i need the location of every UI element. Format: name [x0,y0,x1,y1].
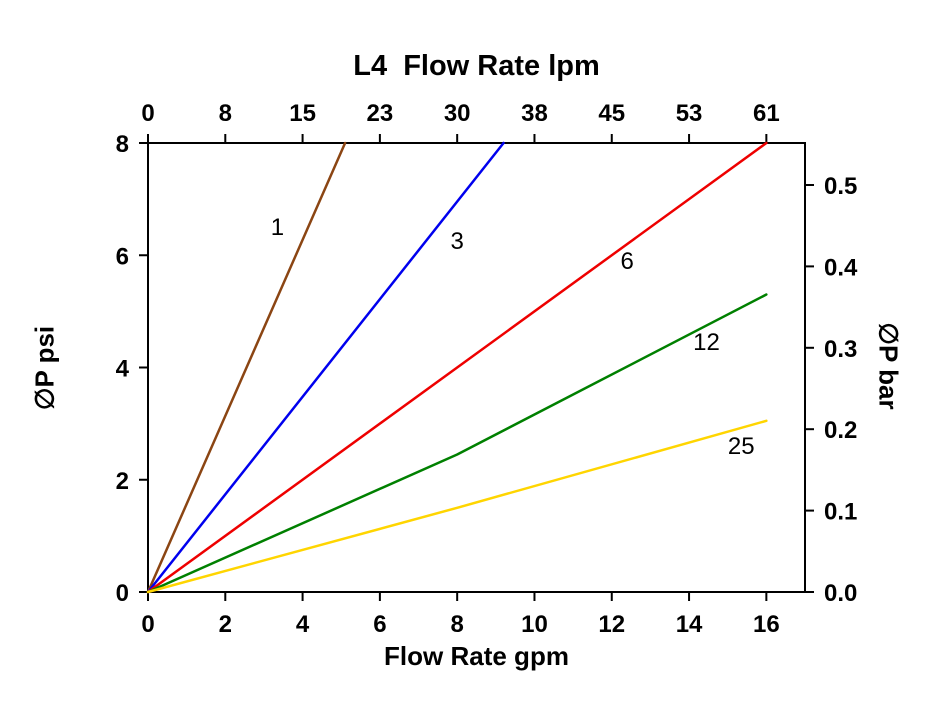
y-tick-right-label: 0.2 [824,417,857,444]
top-tick-label: 38 [521,100,548,127]
x-tick-label: 10 [521,611,548,638]
series-label-6: 6 [621,248,634,275]
series-line-6 [146,141,768,594]
series-label-3: 3 [450,228,463,255]
top-tick-label: 61 [753,100,780,127]
x-tick-label: 6 [373,611,386,638]
x-axis-title: Flow Rate gpm [384,641,569,671]
top-tick-label: 45 [598,100,625,127]
x-tick-label: 4 [296,611,310,638]
y-tick-left-label: 2 [116,468,129,495]
x-tick-label: 16 [753,611,780,638]
top-tick-label: 8 [219,100,232,127]
series-line-12 [146,293,768,594]
y-tick-right-label: 0.0 [824,580,857,607]
y-tick-left-label: 4 [116,356,130,383]
x-tick-label: 14 [676,611,703,638]
series-label-25: 25 [728,433,755,460]
y-tick-left-label: 8 [116,131,129,158]
y-tick-right-label: 0.5 [824,173,857,200]
series-line-25 [146,419,768,594]
series-line-3 [146,141,505,594]
series-label-12: 12 [693,329,720,356]
y-tick-left-label: 0 [116,580,129,607]
top-tick-label: 15 [289,100,316,127]
x-tick-label: 0 [141,611,154,638]
x-tick-label: 2 [219,611,232,638]
x-tick-label: 12 [598,611,625,638]
series-line-1 [146,141,347,594]
top-tick-label: 23 [367,100,394,127]
left-y-axis-title: ∅P psi [29,325,60,411]
series-label-1: 1 [271,214,284,241]
y-tick-right-label: 0.4 [824,254,858,281]
x-tick-label: 8 [450,611,463,638]
y-tick-left-label: 6 [116,243,129,270]
right-y-axis-title: ∅P bar [873,322,904,410]
top-tick-label: 53 [676,100,703,127]
top-axis-title: L4 Flow Rate lpm [353,50,600,82]
top-tick-label: 30 [444,100,471,127]
y-tick-right-label: 0.3 [824,336,857,363]
y-tick-right-label: 0.1 [824,499,857,526]
top-tick-label: 0 [141,100,154,127]
